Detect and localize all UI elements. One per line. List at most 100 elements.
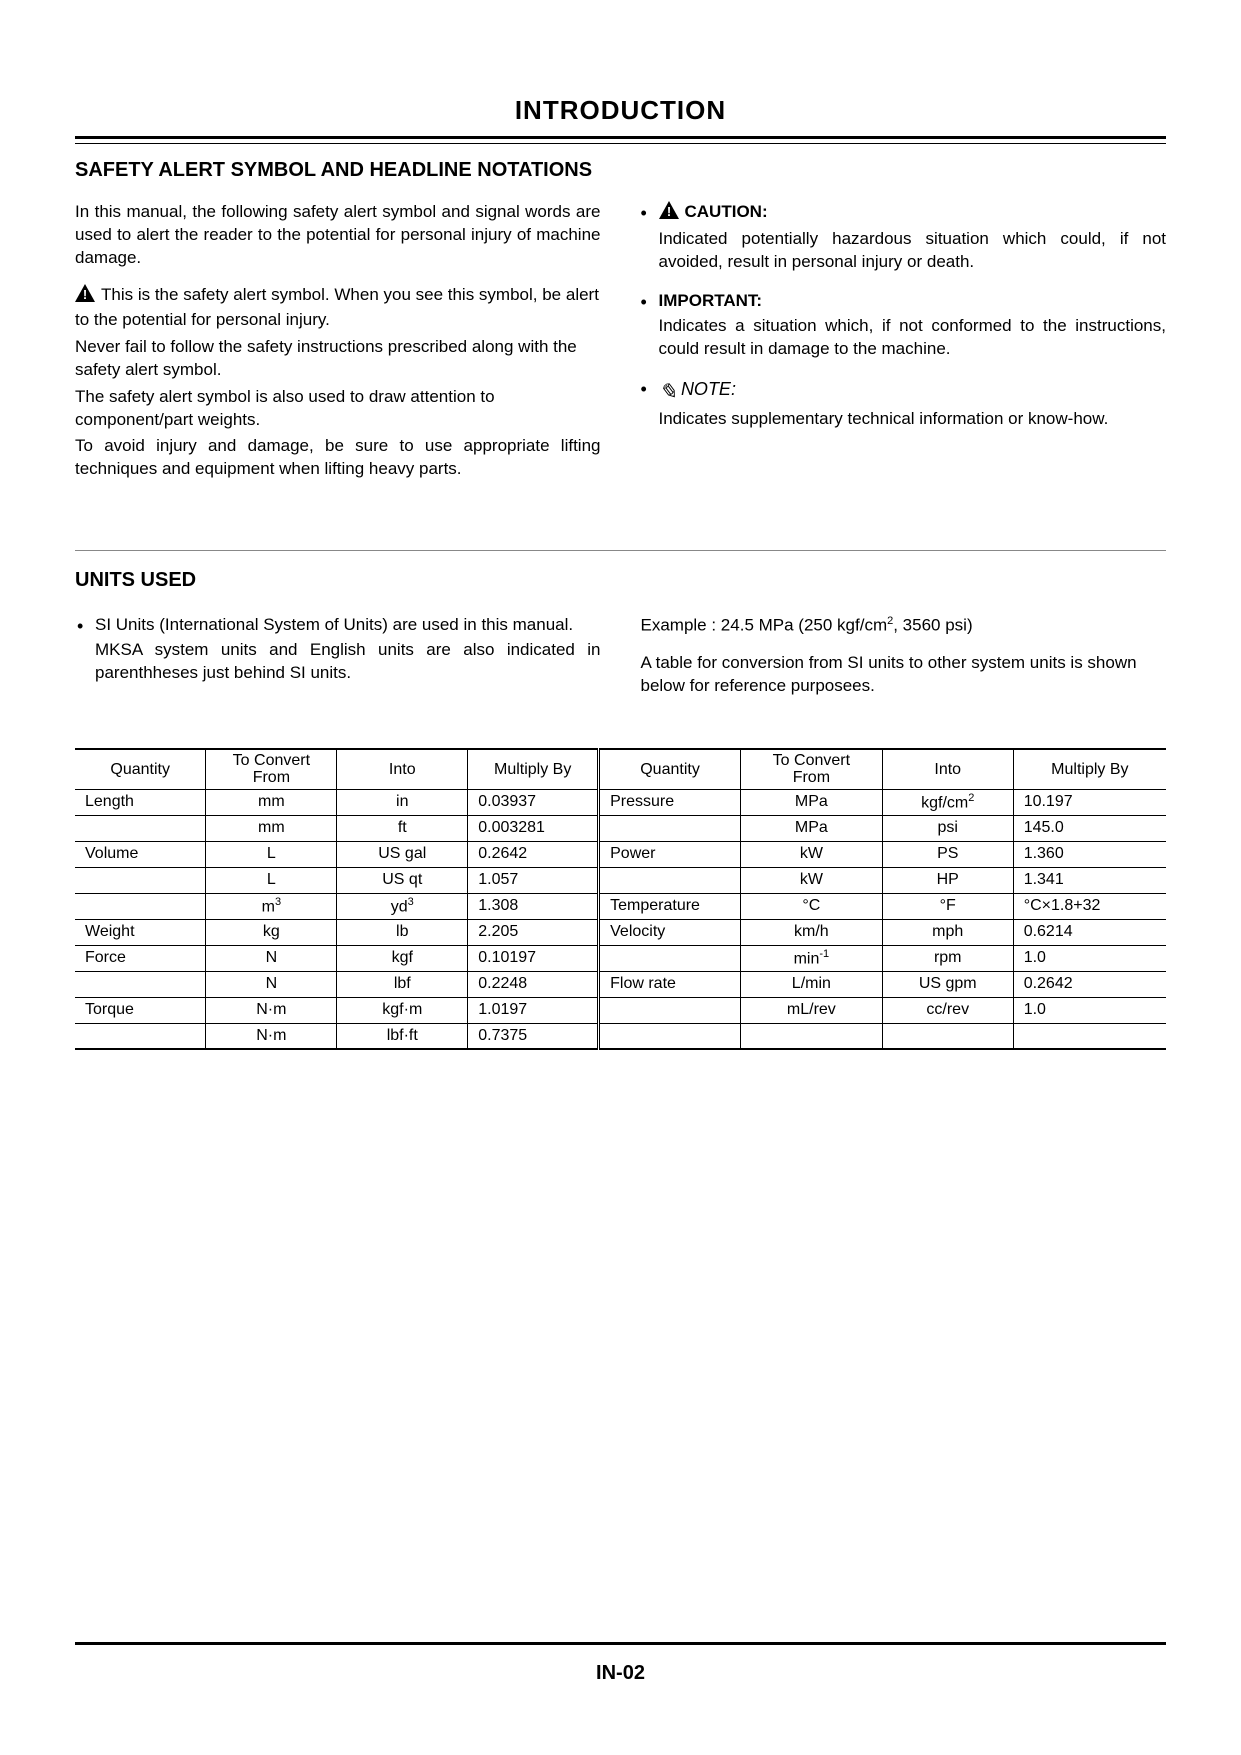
table-cell: N·m — [206, 1023, 337, 1049]
safety-symbol-p1: ! This is the safety alert symbol. When … — [75, 284, 601, 332]
table-cell — [599, 997, 741, 1023]
svg-text:!: ! — [666, 204, 670, 219]
table-cell: 10.197 — [1013, 789, 1166, 815]
table-cell: °C×1.8+32 — [1013, 893, 1166, 919]
th-mult-r: Multiply By — [1013, 749, 1166, 790]
table-cell: Power — [599, 841, 741, 867]
notation-caution: ! CAUTION: Indicated potentially hazardo… — [641, 201, 1167, 274]
table-row: TorqueN·mkgf·m1.0197mL/revcc/rev1.0 — [75, 997, 1166, 1023]
table-cell: 1.0197 — [468, 997, 599, 1023]
table-cell — [599, 867, 741, 893]
table-cell — [882, 1023, 1013, 1049]
table-cell: US gpm — [882, 971, 1013, 997]
table-row: Lengthmmin0.03937PressureMPakgf/cm210.19… — [75, 789, 1166, 815]
units-heading: UNITS USED — [75, 569, 1166, 592]
table-cell: km/h — [740, 919, 882, 945]
table-cell: US qt — [337, 867, 468, 893]
units-example: Example : 24.5 MPa (250 kgf/cm2, 3560 ps… — [641, 614, 1167, 638]
warning-triangle-icon: ! — [659, 201, 679, 226]
safety-col-right: ! CAUTION: Indicated potentially hazardo… — [641, 201, 1167, 495]
caution-label: CAUTION: — [685, 202, 768, 221]
safety-intro: In this manual, the following safety ale… — [75, 201, 601, 270]
table-header-row: Quantity To ConvertFrom Into Multiply By… — [75, 749, 1166, 790]
table-cell: 0.10197 — [468, 945, 599, 971]
table-cell: N — [206, 945, 337, 971]
table-cell — [75, 893, 206, 919]
table-row: m3yd31.308Temperature°C°F°C×1.8+32 — [75, 893, 1166, 919]
table-cell: °F — [882, 893, 1013, 919]
caution-body: Indicated potentially hazardous situatio… — [659, 228, 1167, 274]
th-mult-l: Multiply By — [468, 749, 599, 790]
table-cell: ft — [337, 815, 468, 841]
table-row: VolumeLUS gal0.2642PowerkWPS1.360 — [75, 841, 1166, 867]
table-cell — [1013, 1023, 1166, 1049]
units-p2: MKSA system units and English units are … — [75, 639, 601, 685]
table-cell: lbf — [337, 971, 468, 997]
table-cell: N·m — [206, 997, 337, 1023]
table-cell: 0.03937 — [468, 789, 599, 815]
table-cell: yd3 — [337, 893, 468, 919]
table-cell — [75, 971, 206, 997]
notation-list: ! CAUTION: Indicated potentially hazardo… — [641, 201, 1167, 431]
conversion-table-wrap: Quantity To ConvertFrom Into Multiply By… — [75, 748, 1166, 1051]
table-cell: psi — [882, 815, 1013, 841]
safety-symbol-p3: The safety alert symbol is also used to … — [75, 386, 601, 432]
footer-rule — [75, 1642, 1166, 1645]
table-row: N·mlbf·ft0.7375 — [75, 1023, 1166, 1049]
table-cell — [599, 1023, 741, 1049]
safety-symbol-p1-text: This is the safety alert symbol. When yo… — [75, 285, 599, 329]
table-row: LUS qt1.057 kWHP1.341 — [75, 867, 1166, 893]
table-cell: 1.0 — [1013, 945, 1166, 971]
table-cell: Volume — [75, 841, 206, 867]
table-cell: kgf/cm2 — [882, 789, 1013, 815]
important-body: Indicates a situation which, if not conf… — [659, 315, 1167, 361]
table-cell: rpm — [882, 945, 1013, 971]
notation-note: ✎NOTE: Indicates supplementary technical… — [641, 377, 1167, 432]
table-cell: kg — [206, 919, 337, 945]
table-cell: 1.308 — [468, 893, 599, 919]
units-example-prefix: Example : 24.5 MPa (250 kgf/cm — [641, 616, 888, 635]
table-cell — [75, 815, 206, 841]
table-cell: 2.205 — [468, 919, 599, 945]
table-cell: kW — [740, 867, 882, 893]
th-into-r: Into — [882, 749, 1013, 790]
table-cell: L — [206, 841, 337, 867]
table-row: ForceNkgf0.10197min-1rpm1.0 — [75, 945, 1166, 971]
table-cell: PS — [882, 841, 1013, 867]
table-cell: 1.057 — [468, 867, 599, 893]
safety-col-left: In this manual, the following safety ale… — [75, 201, 601, 495]
units-col-right: Example : 24.5 MPa (250 kgf/cm2, 3560 ps… — [641, 614, 1167, 697]
table-cell: mph — [882, 919, 1013, 945]
table-row: Weightkglb2.205Velocitykm/hmph0.6214 — [75, 919, 1166, 945]
table-cell: mm — [206, 815, 337, 841]
safety-columns: In this manual, the following safety ale… — [75, 201, 1166, 495]
table-cell: Length — [75, 789, 206, 815]
table-cell: 0.2248 — [468, 971, 599, 997]
warning-triangle-icon: ! — [75, 284, 95, 309]
table-cell: 1.341 — [1013, 867, 1166, 893]
units-columns: SI Units (International System of Units)… — [75, 614, 1166, 697]
th-from-r: To ConvertFrom — [740, 749, 882, 790]
table-cell: 0.2642 — [1013, 971, 1166, 997]
table-cell: min-1 — [740, 945, 882, 971]
table-row: Nlbf0.2248Flow rateL/minUS gpm0.2642 — [75, 971, 1166, 997]
safety-symbol-p4: To avoid injury and damage, be sure to u… — [75, 435, 601, 481]
note-pencil-icon: ✎ — [659, 377, 677, 407]
table-cell: Torque — [75, 997, 206, 1023]
th-quantity-l: Quantity — [75, 749, 206, 790]
units-p3: A table for conversion from SI units to … — [641, 652, 1167, 698]
title-rule — [75, 143, 1166, 144]
table-cell: HP — [882, 867, 1013, 893]
note-label: NOTE: — [681, 379, 736, 399]
units-example-suffix: , 3560 psi) — [893, 616, 972, 635]
table-cell — [75, 1023, 206, 1049]
table-cell: mm — [206, 789, 337, 815]
th-from-l: To ConvertFrom — [206, 749, 337, 790]
table-cell — [740, 1023, 882, 1049]
page-number: IN-02 — [0, 1662, 1241, 1685]
table-cell: m3 — [206, 893, 337, 919]
table-cell: 1.360 — [1013, 841, 1166, 867]
table-cell: Flow rate — [599, 971, 741, 997]
table-cell — [75, 867, 206, 893]
table-cell: L — [206, 867, 337, 893]
